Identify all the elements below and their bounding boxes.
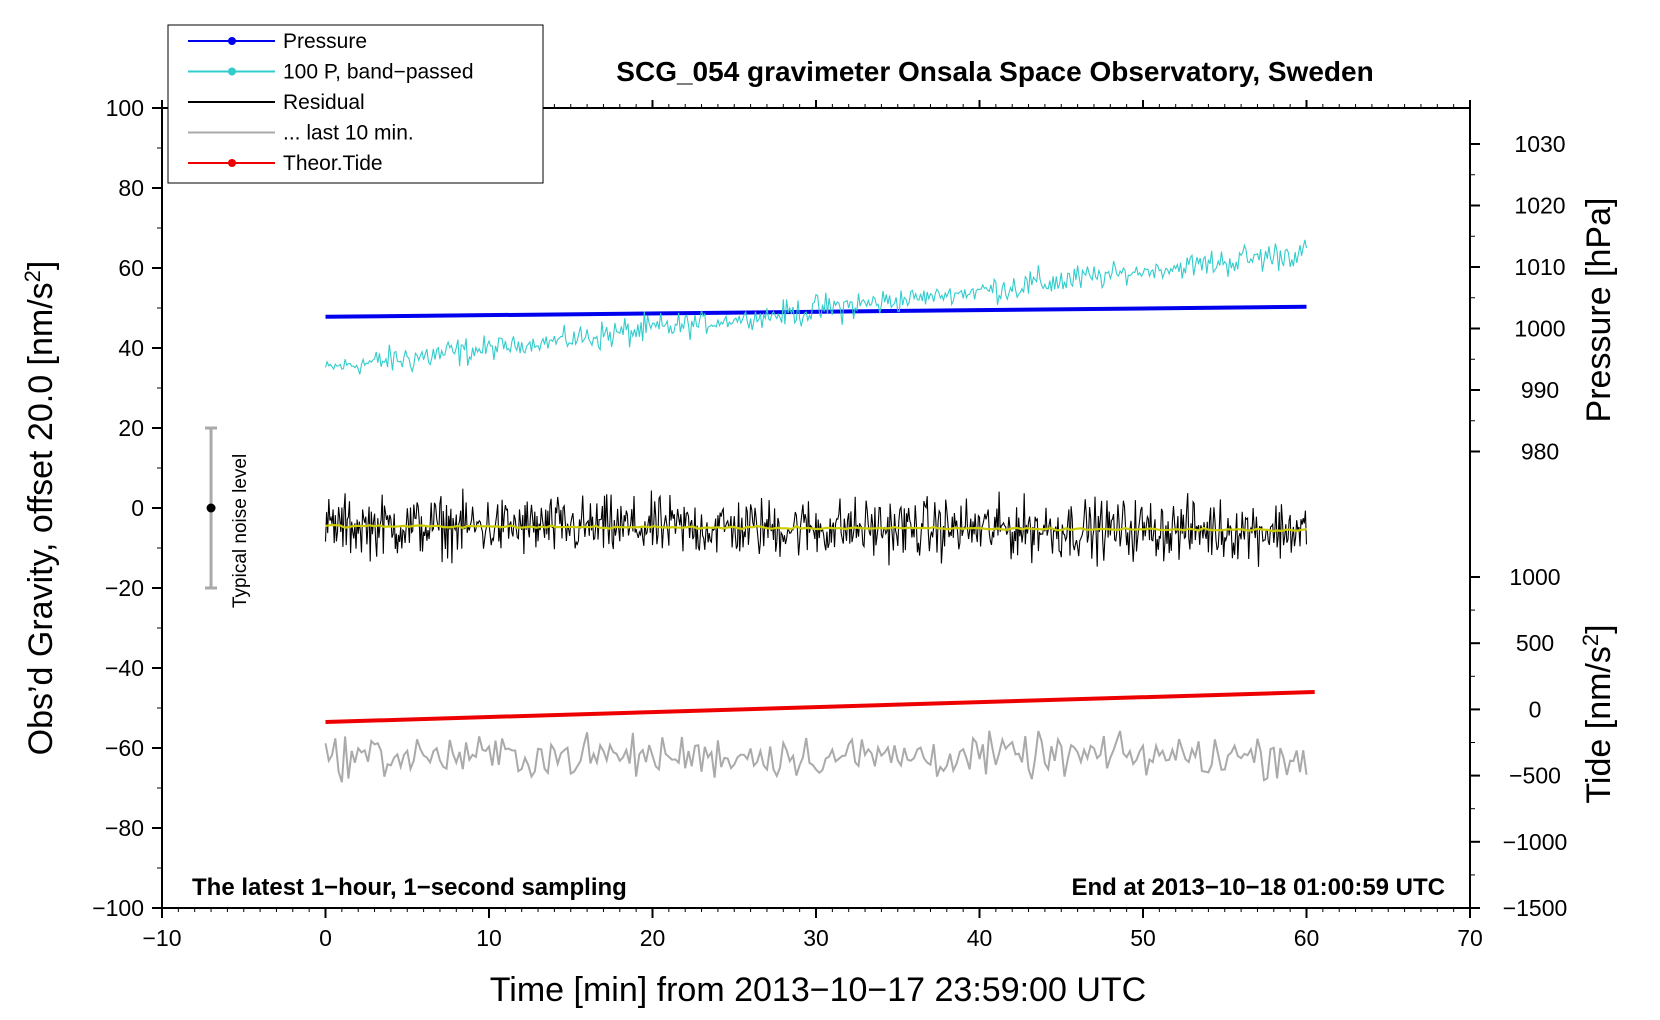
noise-bar-point bbox=[206, 503, 216, 513]
legend-label: Pressure bbox=[283, 30, 367, 53]
noise-label: Typical noise level bbox=[230, 454, 251, 608]
tide-tick-label: −500 bbox=[1509, 763, 1561, 789]
tide-tick-label: −1500 bbox=[1503, 895, 1568, 921]
legend-box bbox=[167, 24, 544, 184]
y-tick-label: −60 bbox=[105, 735, 144, 761]
legend-marker bbox=[228, 67, 236, 76]
tide-tick-label: −1000 bbox=[1503, 829, 1568, 855]
y-tick-label: −20 bbox=[105, 575, 144, 601]
pressure-tick-label: 1030 bbox=[1514, 131, 1565, 157]
legend-marker bbox=[228, 37, 236, 45]
tide-tick-label: 500 bbox=[1516, 630, 1554, 656]
legend-label: Residual bbox=[283, 91, 365, 114]
plot-frame bbox=[161, 107, 1471, 909]
tide-tick-label: 0 bbox=[1529, 696, 1542, 722]
series-line-residual bbox=[324, 488, 1308, 567]
legend-label: ... last 10 min. bbox=[283, 122, 414, 145]
tide-tick-label: 1000 bbox=[1509, 564, 1560, 590]
series-line--last-10-min- bbox=[324, 730, 1308, 783]
x-tick-label: 20 bbox=[640, 925, 666, 951]
x-tick-label: 70 bbox=[1457, 925, 1483, 951]
x-tick-label: 60 bbox=[1294, 925, 1320, 951]
tide-axis-label: Tide [nm/s2] bbox=[1578, 624, 1618, 803]
x-tick-label: 0 bbox=[319, 925, 332, 951]
pressure-tick-label: 1000 bbox=[1514, 316, 1565, 342]
pressure-tick-label: 1010 bbox=[1514, 254, 1565, 280]
x-axis-label: Time [min] from 2013−10−17 23:59:00 UTC bbox=[490, 971, 1146, 1009]
x-tick-label: 40 bbox=[967, 925, 993, 951]
y-tick-label: 80 bbox=[118, 175, 144, 201]
y-tick-label: −40 bbox=[105, 655, 144, 681]
y-tick-label: 0 bbox=[131, 495, 144, 521]
note-left: The latest 1−hour, 1−second sampling bbox=[192, 874, 627, 901]
pressure-tick-label: 1020 bbox=[1514, 193, 1565, 219]
y-tick-label: 20 bbox=[118, 415, 144, 441]
series-line-residual-smoothed bbox=[325, 523, 1307, 533]
y-tick-label: 100 bbox=[106, 95, 144, 121]
x-tick-label: 30 bbox=[803, 925, 829, 951]
legend-label: Theor.Tide bbox=[283, 152, 383, 175]
x-tick-label: −10 bbox=[142, 925, 181, 951]
x-tick-label: 10 bbox=[476, 925, 502, 951]
series-line-pressure bbox=[325, 304, 1307, 319]
y-tick-label: −100 bbox=[92, 895, 144, 921]
series-line-theor-tide bbox=[325, 690, 1315, 724]
pressure-tick-label: 980 bbox=[1521, 439, 1559, 465]
series-line-100-p-band-passed bbox=[324, 239, 1308, 375]
pressure-axis-label: Pressure [hPa] bbox=[1580, 198, 1618, 423]
legend-label: 100 P, band−passed bbox=[283, 61, 474, 84]
legend-marker bbox=[228, 159, 236, 167]
x-tick-label: 50 bbox=[1130, 925, 1156, 951]
y-tick-label: 40 bbox=[118, 335, 144, 361]
y-axis-label: Obs’d Gravity, offset 20.0 [nm/s2] bbox=[20, 261, 60, 756]
chart-title: SCG_054 gravimeter Onsala Space Observat… bbox=[616, 56, 1373, 87]
y-tick-label: −80 bbox=[105, 815, 144, 841]
y-tick-label: 60 bbox=[118, 255, 144, 281]
pressure-tick-label: 990 bbox=[1521, 377, 1559, 403]
note-right: End at 2013−10−18 01:00:59 UTC bbox=[1071, 874, 1445, 901]
